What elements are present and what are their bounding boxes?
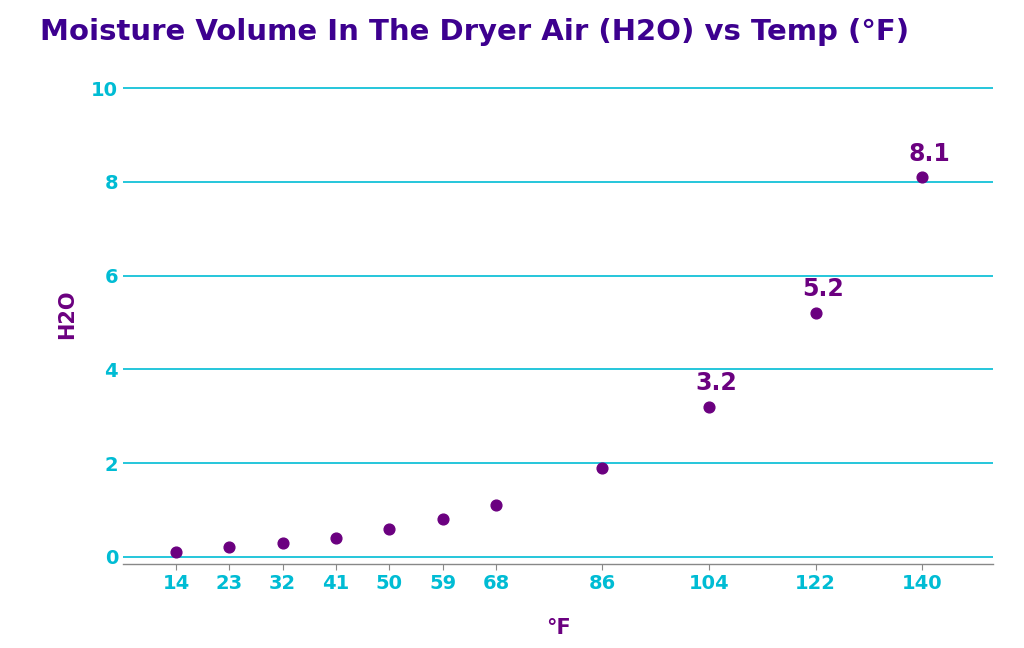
Point <box>168 547 184 557</box>
Point <box>700 402 717 412</box>
Point <box>434 514 451 524</box>
Point <box>328 533 344 543</box>
Text: Moisture Volume In The Dryer Air (H2O) vs Temp (°F): Moisture Volume In The Dryer Air (H2O) v… <box>40 17 909 46</box>
Point <box>808 308 824 318</box>
Point <box>221 542 238 553</box>
Point <box>274 537 291 548</box>
Text: 3.2: 3.2 <box>695 371 737 395</box>
Text: 8.1: 8.1 <box>908 141 950 166</box>
Y-axis label: H2O: H2O <box>57 290 77 339</box>
Point <box>381 524 397 534</box>
Point <box>594 463 610 473</box>
Text: 5.2: 5.2 <box>802 277 844 301</box>
Point <box>487 500 504 511</box>
Point <box>914 172 931 183</box>
X-axis label: °F: °F <box>546 618 570 638</box>
